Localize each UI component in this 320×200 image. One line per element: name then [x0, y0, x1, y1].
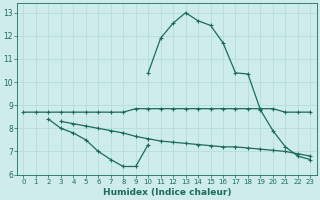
X-axis label: Humidex (Indice chaleur): Humidex (Indice chaleur): [103, 188, 231, 197]
